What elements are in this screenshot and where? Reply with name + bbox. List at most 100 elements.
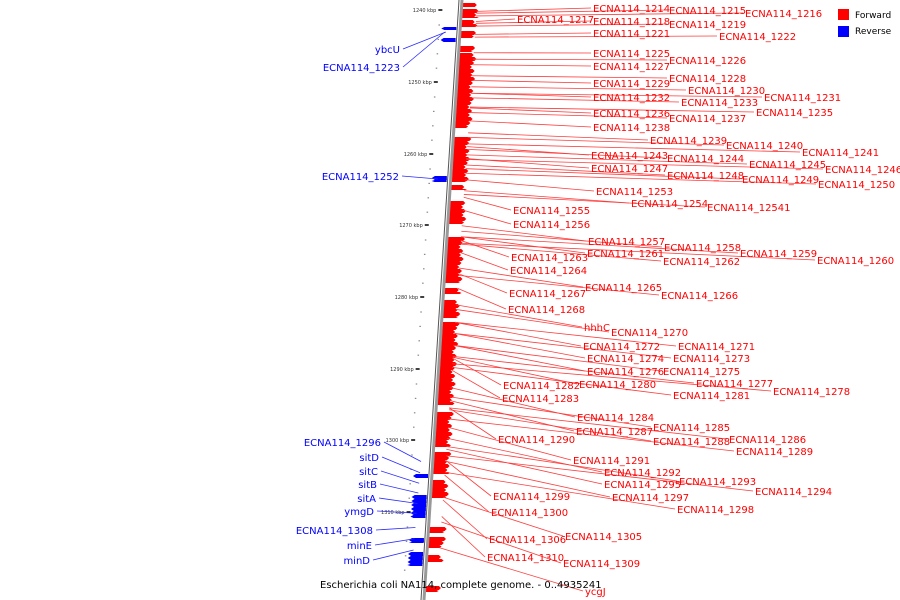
forward-gene (458, 77, 476, 81)
forward-gene (435, 440, 449, 444)
forward-gene-label: ECNA114_1295 (604, 480, 681, 491)
reverse-gene-label: ECNA114_1252 (322, 172, 399, 183)
forward-gene (449, 209, 466, 213)
forward-gene (443, 304, 460, 308)
forward-gene (425, 586, 441, 590)
forward-gene (439, 374, 456, 378)
forward-gene-label: ECNA114_1283 (502, 394, 579, 405)
forward-gene-label: ECNA114_1267 (509, 289, 586, 300)
forward-gene (433, 468, 448, 472)
scale-minor-tick (418, 340, 420, 342)
forward-gene (458, 69, 475, 73)
reverse-leader-line (381, 456, 421, 474)
forward-gene-label: ECNA114_1261 (587, 249, 664, 260)
forward-gene-label: ECNA114_1271 (678, 342, 755, 353)
forward-gene-label: ECNA114_1215 (669, 6, 746, 17)
forward-gene (441, 346, 457, 350)
forward-gene (446, 253, 461, 257)
forward-gene-label: ECNA114_1233 (681, 98, 758, 109)
forward-leader-line (463, 194, 706, 208)
forward-gene (461, 20, 475, 24)
forward-gene-label: ECNA114_1218 (593, 17, 670, 28)
forward-leader-line (460, 243, 662, 262)
forward-gene-label: ECNA114_1239 (650, 136, 727, 147)
forward-gene (453, 153, 468, 157)
forward-gene (441, 334, 458, 338)
reverse-gene-label: minD (343, 556, 370, 567)
forward-leader-line (462, 209, 512, 225)
forward-leader-line (451, 369, 501, 399)
forward-gene (450, 201, 466, 205)
forward-leader-line (476, 9, 668, 14)
reverse-leader-line (380, 470, 420, 484)
forward-gene (449, 221, 465, 224)
forward-gene (450, 205, 464, 209)
forward-gene-label: ECNA114_1288 (653, 437, 730, 448)
forward-leader-line (460, 242, 816, 261)
reverse-leader-line (402, 31, 447, 50)
forward-gene (455, 125, 469, 128)
forward-gene (428, 545, 442, 548)
forward-leader-line (465, 168, 741, 180)
scale-minor-tick (423, 268, 425, 270)
forward-gene (446, 265, 460, 269)
forward-gene (447, 237, 465, 241)
forward-leader-line (439, 547, 584, 592)
forward-leader-line (472, 75, 668, 79)
forward-gene (440, 362, 458, 366)
forward-leader-line (444, 471, 676, 510)
scale-minor-tick (412, 426, 415, 428)
forward-gene-label: ECNA114_1289 (736, 447, 813, 458)
forward-gene (439, 378, 454, 382)
forward-leader-line (442, 499, 488, 540)
scale-minor-tick (436, 53, 439, 55)
forward-gene-label: ECNA114_1255 (513, 206, 590, 217)
forward-gene-label: ECNA114_1293 (679, 477, 756, 488)
forward-gene (442, 326, 458, 330)
reverse-gene-label: ECNA114_1296 (304, 438, 381, 449)
forward-gene (455, 117, 473, 121)
legend: Forward Reverse (838, 9, 892, 37)
forward-leader-line (471, 79, 592, 84)
forward-leader-line (449, 407, 728, 440)
forward-leader-line (470, 92, 763, 98)
forward-gene-label: ECNA114_1254 (631, 199, 708, 210)
forward-leader-line (475, 23, 668, 27)
forward-gene (453, 145, 467, 149)
forward-gene (434, 456, 450, 460)
forward-gene-label: ECNA114_1260 (817, 256, 894, 267)
forward-leader-line (467, 143, 801, 153)
forward-leader-line (465, 164, 666, 176)
forward-gene-label: ECNA114_1266 (661, 291, 738, 302)
forward-gene-label: ECNA114_1297 (612, 493, 689, 504)
reverse-leader-line (372, 549, 414, 561)
reverse-gene-label: sitA (357, 494, 376, 505)
forward-leader-line (441, 521, 562, 564)
scale-minor-tick (408, 497, 411, 499)
scale-tick-label: 1280 kbp (395, 295, 419, 301)
legend-forward-label: Forward (855, 11, 891, 21)
scale-minor-tick (432, 110, 435, 112)
forward-gene (462, 3, 477, 7)
forward-gene-label: ECNA114_1262 (663, 257, 740, 268)
forward-gene-label: ECNA114_1216 (745, 9, 822, 20)
forward-gene-label: ECNA114_1265 (585, 283, 662, 294)
forward-leader-line (470, 92, 592, 98)
forward-gene (453, 157, 471, 161)
forward-gene (461, 24, 478, 27)
forward-gene (452, 161, 468, 165)
forward-gene-label: ECNA114_1274 (587, 354, 664, 365)
forward-gene (429, 527, 447, 531)
forward-gene (459, 50, 473, 52)
forward-gene-label: ECNA114_1287 (576, 427, 653, 438)
reverse-gene-label: sitC (359, 467, 378, 478)
forward-gene-label: hhhC (584, 323, 610, 334)
forward-gene (458, 65, 472, 69)
scale-minor-tick (429, 168, 431, 170)
reverse-gene (410, 511, 426, 515)
forward-leader-line (474, 32, 592, 35)
forward-leader-line (445, 455, 754, 492)
forward-gene-label: ECNA114_1275 (663, 367, 740, 378)
reverse-leader-line (402, 31, 446, 68)
forward-gene-label: ECNA114_1310 (487, 553, 564, 564)
